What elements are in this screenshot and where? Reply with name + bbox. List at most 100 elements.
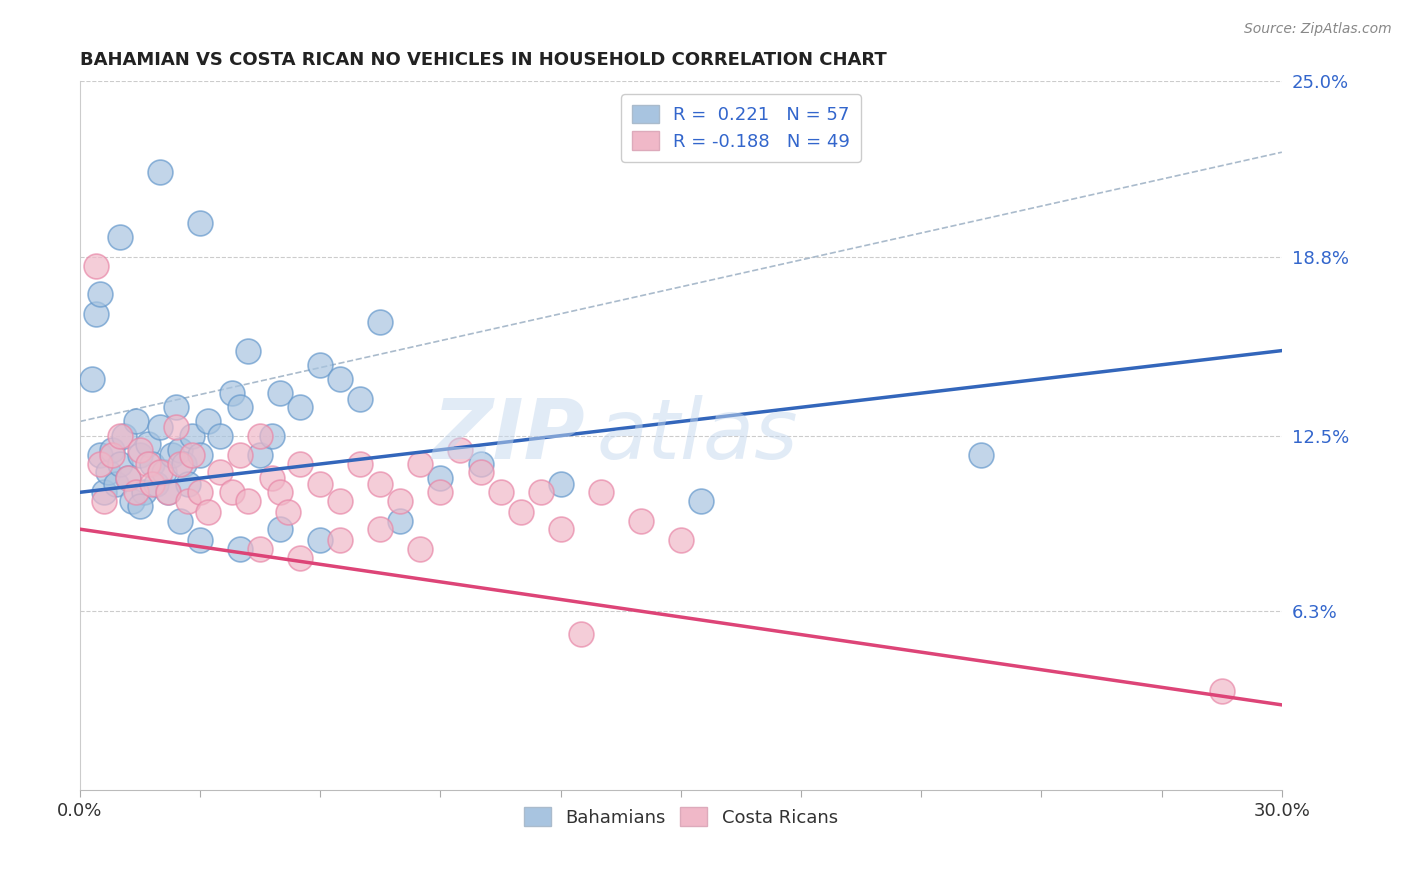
Point [229,541,252,556]
Point [630,514,652,528]
Point [550,522,572,536]
Point [188,216,211,230]
Point [89,457,111,471]
Point [177,493,200,508]
Point [262,471,284,485]
Point [309,358,332,372]
Point [309,533,332,548]
Legend: Bahamians, Costa Ricans: Bahamians, Costa Ricans [516,800,845,834]
Point [132,485,155,500]
Point [165,401,187,415]
Point [409,457,432,471]
Point [309,476,332,491]
Point [188,449,211,463]
Point [129,500,152,514]
Point [349,392,371,406]
Point [149,466,172,480]
Point [277,505,299,519]
Point [450,442,472,457]
Point [156,485,179,500]
Point [370,476,392,491]
Point [970,449,993,463]
Point [209,428,232,442]
Point [108,428,131,442]
Point [145,476,167,491]
Point [389,514,412,528]
Point [149,420,172,434]
Point [470,457,492,471]
Text: atlas: atlas [596,395,799,476]
Point [409,541,432,556]
Text: ZIP: ZIP [432,395,585,476]
Point [141,457,163,471]
Point [153,466,176,480]
Point [117,471,139,485]
Point [249,449,271,463]
Point [197,414,219,428]
Point [290,401,312,415]
Point [121,493,143,508]
Point [290,550,312,565]
Point [349,457,371,471]
Point [173,457,195,471]
Text: Source: ZipAtlas.com: Source: ZipAtlas.com [1244,22,1392,37]
Point [329,372,352,386]
Point [156,485,179,500]
Point [104,476,127,491]
Point [470,466,492,480]
Point [89,287,111,301]
Point [169,457,191,471]
Point [589,485,612,500]
Point [160,449,183,463]
Point [108,457,131,471]
Point [129,442,152,457]
Point [530,485,553,500]
Point [249,541,271,556]
Point [1211,683,1233,698]
Point [489,485,512,500]
Text: BAHAMIAN VS COSTA RICAN NO VEHICLES IN HOUSEHOLD CORRELATION CHART: BAHAMIAN VS COSTA RICAN NO VEHICLES IN H… [80,51,887,69]
Point [84,307,107,321]
Point [389,493,412,508]
Point [97,466,120,480]
Point [80,372,103,386]
Point [136,437,159,451]
Point [509,505,531,519]
Point [149,165,172,179]
Point [221,386,243,401]
Point [229,401,252,415]
Point [236,343,259,358]
Point [550,476,572,491]
Point [89,449,111,463]
Point [177,476,200,491]
Point [125,485,148,500]
Point [129,449,152,463]
Point [188,533,211,548]
Point [249,428,271,442]
Point [262,428,284,442]
Point [117,471,139,485]
Point [169,514,191,528]
Point [221,485,243,500]
Point [429,485,451,500]
Point [169,442,191,457]
Point [236,493,259,508]
Point [181,428,204,442]
Point [370,315,392,329]
Point [136,457,159,471]
Point [689,493,711,508]
Point [269,522,291,536]
Point [181,449,204,463]
Point [84,259,107,273]
Point [108,230,131,244]
Point [229,449,252,463]
Point [93,485,115,500]
Point [101,449,124,463]
Point [165,420,187,434]
Point [569,627,592,641]
Point [329,533,352,548]
Point [112,428,135,442]
Point [269,485,291,500]
Point [93,493,115,508]
Point [429,471,451,485]
